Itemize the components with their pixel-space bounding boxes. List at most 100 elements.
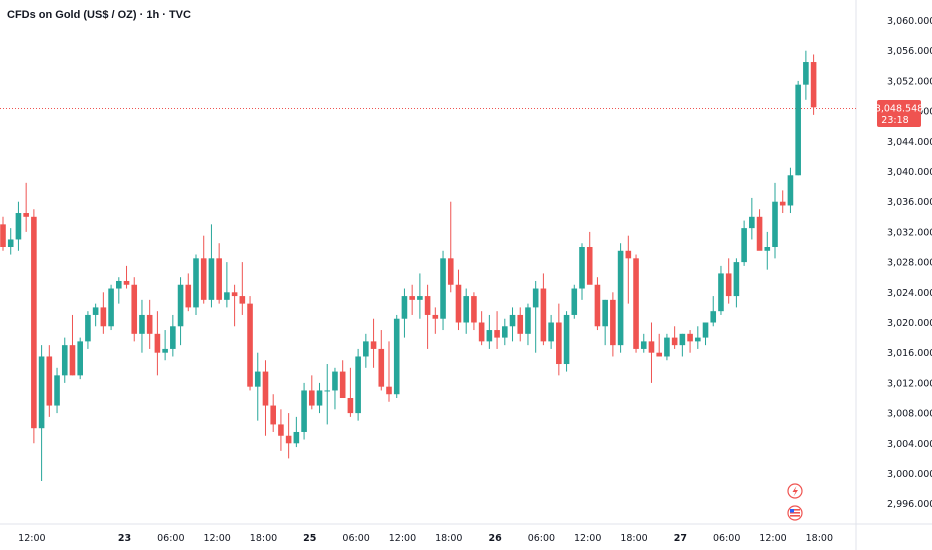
candle-body [139,314,145,334]
candle-body [602,299,608,327]
candle [69,314,76,376]
candle [586,231,593,285]
time-tick-label: 18:00 [435,533,462,544]
candle [795,80,801,176]
candle [54,367,60,414]
candle [123,265,130,289]
candle-body [200,258,207,300]
candle-body [725,273,732,297]
candle-body [146,314,153,334]
candle-body [417,296,423,300]
candle-body [556,322,562,365]
price-tick-label: 3,004.000 [887,439,932,450]
candle [532,280,539,353]
candle [764,231,771,270]
time-tick-label: 12:00 [389,533,416,544]
candle [756,209,763,251]
candle [679,333,686,357]
candle-body [679,333,686,346]
price-tick-label: 3,008.000 [887,409,932,420]
time-tick-label: 18:00 [806,533,833,544]
current-price-value: 3,048.548 [875,104,923,115]
candle-body [123,280,130,285]
candle-body [31,216,37,429]
price-tick-label: 3,060.000 [887,16,932,27]
time-tick-label: 25 [303,533,316,544]
candle-body [571,288,578,315]
candle [447,201,454,293]
candle [432,307,439,334]
candle [478,311,485,346]
candle [254,352,261,421]
candle-body [38,356,45,429]
candle-body [339,371,346,398]
price-tick-label: 3,056.000 [887,46,932,57]
price-tick-label: 3,052.000 [887,76,932,87]
candle [193,254,199,315]
candle [224,262,230,308]
candle-body [386,386,392,395]
candle [463,288,469,334]
candle-body [393,318,400,395]
candle [239,262,246,315]
candle-body [447,258,454,285]
candle-body [347,398,354,414]
time-tick-label: 06:00 [713,533,740,544]
time-tick-label: 18:00 [620,533,647,544]
time-tick-label: 06:00 [528,533,555,544]
candle [749,197,755,240]
candle-body [239,296,246,304]
candle-body [540,288,547,342]
candle [571,284,578,319]
candle [386,341,392,402]
candle-body [370,341,377,349]
lightning-event-icon[interactable] [787,483,803,499]
time-tick-label: 12:00 [203,533,230,544]
candle-body [61,345,68,376]
candle [231,284,238,327]
candle [656,333,662,357]
price-tick-label: 3,000.000 [887,469,932,480]
candle-body [278,424,284,436]
candle-body [810,62,817,108]
candle-body [0,224,6,247]
us-flag-event-icon[interactable] [787,505,803,521]
candle [162,330,168,361]
price-tick-label: 2,996.000 [887,499,932,510]
candle [15,201,22,251]
candle-body [324,390,331,392]
candle-body [247,303,253,387]
candle [200,235,207,304]
candles-group [0,50,817,482]
candle-body [69,345,76,376]
candle [625,235,632,304]
candle [671,326,678,349]
candle [648,322,655,383]
candle-body [216,258,222,300]
candle [339,360,346,398]
price-axis: 3,060.0003,056.0003,052.0003,048.0003,04… [887,16,932,510]
candle [285,413,292,459]
candle [270,394,276,432]
candle [664,333,670,361]
candle [633,254,639,353]
candle-body [285,435,292,444]
candle-body [131,284,138,334]
candle-body [432,314,439,319]
candle-body [92,307,99,315]
candle [486,314,493,349]
candle-body [741,228,747,263]
candle-body [254,371,261,387]
candle-body [440,258,446,319]
candle [810,54,817,115]
candle-body [471,296,477,323]
candle-body [486,330,493,342]
candle [370,318,377,368]
candle-body [617,250,624,346]
time-axis: 12:00 23 06:00 12:00 18:00 25 06:00 12:00 18:00 2… [18,533,833,544]
candle-body [525,307,531,334]
candle-body [687,333,693,342]
candle [617,243,624,353]
candle [563,311,570,372]
